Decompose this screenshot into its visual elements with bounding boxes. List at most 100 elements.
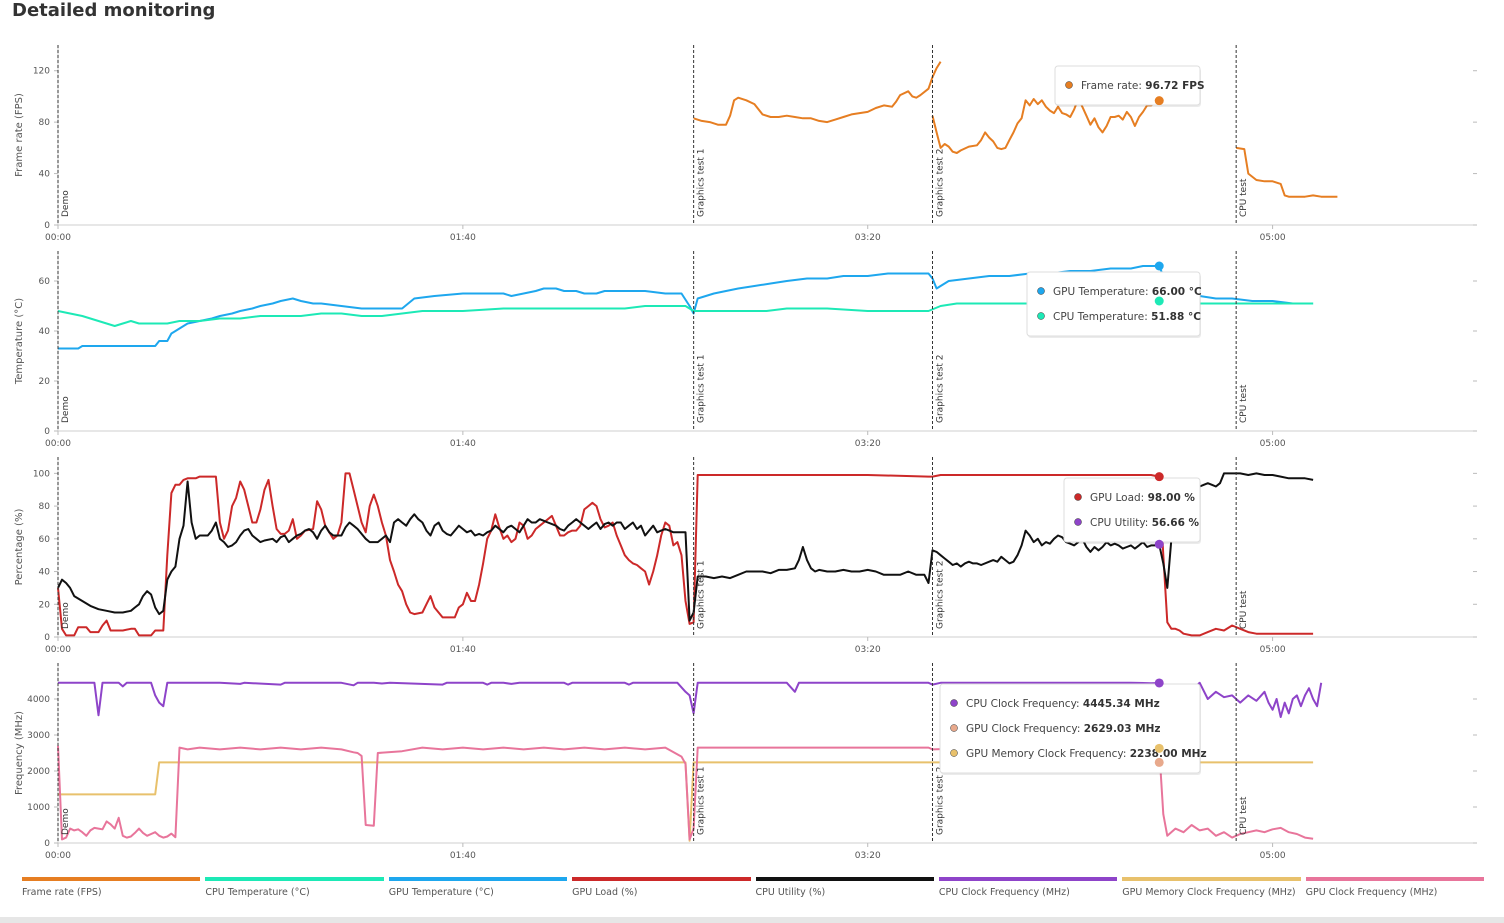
y-axis-label: Frequency (MHz) — [14, 711, 25, 795]
tooltip-entry-label: Frame rate: — [1081, 80, 1145, 92]
event-marker-label: CPU test — [1239, 178, 1249, 217]
tooltip-dot — [950, 749, 958, 757]
tooltip-entry-value: 4445.34 MHz — [1083, 698, 1160, 710]
legend-item-cpu-temperature[interactable]: CPU Temperature (°C) — [205, 877, 384, 903]
hover-point — [1154, 743, 1164, 753]
legend-item-gpu-clock-frequency[interactable]: GPU Clock Frequency (MHz) — [1305, 877, 1484, 903]
tooltip-entry-label: GPU Temperature: — [1053, 286, 1152, 298]
x-tick-label: 03:20 — [855, 851, 881, 861]
tooltip-entry: CPU Temperature: 51.88 °C — [1053, 311, 1201, 323]
legend-item-cpu-utility[interactable]: CPU Utility (%) — [755, 877, 934, 903]
y-tick-label: 0 — [44, 839, 50, 849]
legend-swatch — [572, 877, 751, 881]
x-tick-label: 01:40 — [450, 233, 476, 243]
legend-item-gpu-memory-clock-frequency[interactable]: GPU Memory Clock Frequency (MHz) — [1122, 877, 1301, 903]
tooltip-dot — [1074, 493, 1082, 501]
legend-item-gpu-temperature[interactable]: GPU Temperature (°C) — [388, 877, 568, 903]
legend-item-cpu-clock-frequency[interactable]: CPU Clock Frequency (MHz) — [938, 877, 1118, 903]
x-tick-label: 05:00 — [1260, 645, 1286, 655]
x-tick-label: 03:20 — [855, 439, 881, 449]
legend-label: GPU Temperature (°C) — [388, 887, 494, 898]
legend-item-gpu-load[interactable]: GPU Load (%) — [572, 877, 751, 903]
horizontal-scrollbar[interactable] — [0, 917, 1504, 923]
y-tick-label: 2000 — [27, 767, 50, 777]
tooltip-entry-value: 2629.03 MHz — [1084, 723, 1161, 735]
event-marker-label: CPU test — [1239, 384, 1249, 423]
y-axis-label: Percentage (%) — [14, 509, 25, 586]
tooltip-entry-label: CPU Temperature: — [1053, 311, 1151, 323]
series-line-frame-rate — [1236, 146, 1338, 198]
tooltip-dot — [950, 699, 958, 707]
tooltip-entry: Frame rate: 96.72 FPS — [1081, 80, 1205, 92]
legend-label: CPU Utility (%) — [755, 887, 826, 898]
series-line-frame-rate — [693, 61, 942, 126]
tooltip-entry-label: CPU Clock Frequency: — [966, 698, 1083, 710]
tooltip-dot — [1037, 312, 1045, 320]
event-marker-label: CPU test — [1239, 796, 1249, 835]
hover-point — [1154, 539, 1164, 549]
tooltip-entry: GPU Temperature: 66.00 °C — [1053, 286, 1202, 298]
legend-swatch — [938, 877, 1118, 881]
chart-panel-2: 0 20 40 60 00:00 01:40 03:20 05:00 Temperature (… — [14, 251, 1477, 449]
chart-panel-3: 0 20 40 60 80 100 00:00 01:40 03:20 05:00 Percenta… — [14, 457, 1477, 655]
legend-swatch — [205, 877, 384, 881]
legend-label: GPU Memory Clock Frequency (MHz) — [1122, 887, 1296, 898]
event-marker-label: Graphics test 2 — [936, 355, 946, 423]
event-marker-label: Graphics test 2 — [936, 767, 946, 835]
x-tick-label: 00:00 — [45, 645, 71, 655]
tooltip-box — [1026, 271, 1201, 337]
x-tick-label: 01:40 — [450, 851, 476, 861]
legend-label: CPU Clock Frequency (MHz) — [938, 887, 1070, 898]
event-marker-label: Graphics test 2 — [936, 561, 946, 629]
y-tick-label: 1000 — [27, 803, 50, 813]
hover-tooltip: CPU Clock Frequency: 4445.34 MHz GPU Cloc… — [939, 683, 1207, 775]
event-marker-label: Graphics test 2 — [936, 149, 946, 217]
tooltip-entry-label: GPU Clock Frequency: — [966, 723, 1084, 735]
y-tick-label: 120 — [33, 67, 50, 77]
y-tick-label: 60 — [39, 535, 51, 545]
tooltip-box — [1054, 65, 1201, 106]
x-tick-label: 00:00 — [45, 439, 71, 449]
y-tick-label: 80 — [39, 502, 51, 512]
event-marker-label: CPU test — [1239, 590, 1249, 629]
page-title: Detailed monitoring — [12, 0, 216, 21]
y-axis-label: Frame rate (FPS) — [14, 93, 25, 177]
chart-panel-4: 0 1000 2000 3000 4000 00:00 01:40 03:20 05:00 Fre… — [14, 663, 1477, 861]
legend-swatch — [388, 877, 568, 881]
y-tick-label: 4000 — [27, 695, 50, 705]
x-tick-label: 00:00 — [45, 233, 71, 243]
tooltip-entry-value: 66.00 °C — [1152, 286, 1202, 298]
legend-label: CPU Temperature (°C) — [205, 887, 310, 898]
hover-point — [1154, 261, 1164, 271]
tooltip-entry-label: GPU Memory Clock Frequency: — [966, 748, 1130, 760]
x-tick-label: 01:40 — [450, 439, 476, 449]
tooltip-entry-value: 2238.00 MHz — [1130, 748, 1207, 760]
legend-item-frame-rate[interactable]: Frame rate (FPS) — [22, 877, 201, 903]
tooltip-box — [1063, 477, 1201, 543]
x-tick-label: 05:00 — [1260, 233, 1286, 243]
event-marker-label: Graphics test 1 — [697, 767, 707, 835]
tooltip-dot — [1074, 518, 1082, 526]
tooltip-entry-value: 98.00 % — [1148, 492, 1196, 504]
y-tick-label: 20 — [39, 377, 51, 387]
tooltip-box — [939, 683, 1201, 774]
series-line-gpu-load — [57, 472, 1314, 637]
y-tick-label: 0 — [44, 221, 50, 231]
event-marker-label: Demo — [61, 602, 71, 629]
x-tick-label: 03:20 — [855, 233, 881, 243]
tooltip-entry-label: CPU Utility: — [1090, 517, 1152, 529]
event-marker-label: Demo — [61, 808, 71, 835]
hover-tooltip: Frame rate: 96.72 FPS — [1054, 65, 1205, 107]
event-marker-label: Demo — [61, 190, 71, 217]
hover-point — [1154, 472, 1164, 482]
legend-label: GPU Clock Frequency (MHz) — [1305, 887, 1438, 898]
tooltip-entry-value: 51.88 °C — [1151, 311, 1201, 323]
hover-tooltip: GPU Load: 98.00 % CPU Utility: 56.66 % — [1063, 477, 1201, 544]
event-marker-label: Graphics test 1 — [697, 561, 707, 629]
legend-swatch — [1122, 877, 1301, 881]
hover-tooltip: GPU Temperature: 66.00 °C CPU Temperature… — [1026, 271, 1202, 338]
y-tick-label: 0 — [44, 427, 50, 437]
tooltip-entry-value: 56.66 % — [1152, 517, 1200, 529]
hover-point — [1154, 678, 1164, 688]
hover-point — [1154, 296, 1164, 306]
